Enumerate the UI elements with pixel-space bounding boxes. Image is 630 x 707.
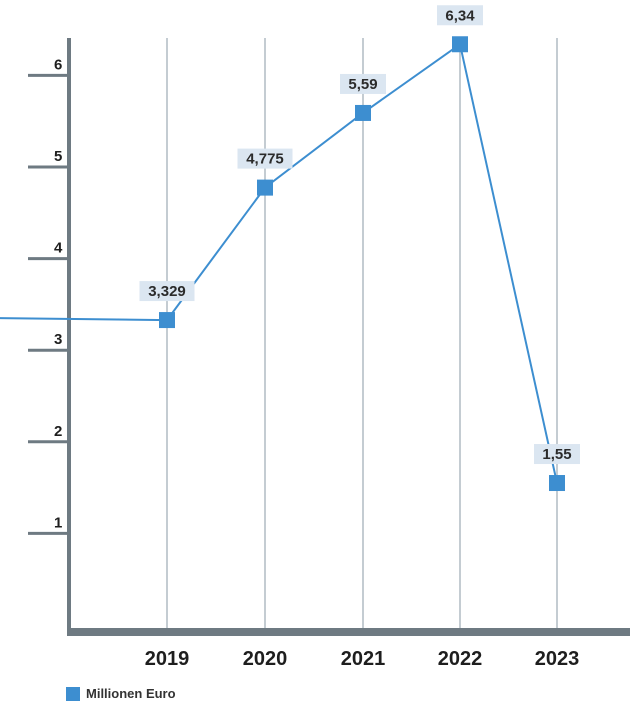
y-axis: 1 2 3 4 5 6 xyxy=(28,38,71,634)
data-label-text: 3,329 xyxy=(148,283,186,300)
data-label-2022: 6,34 xyxy=(437,5,483,26)
y-tick-label-2: 2 xyxy=(54,423,62,440)
legend-swatch xyxy=(66,686,80,701)
x-tick-label-2023: 2023 xyxy=(535,648,580,670)
data-label-2020: 4,775 xyxy=(237,148,293,169)
data-point-2019 xyxy=(159,312,175,329)
x-tick-label-2019: 2019 xyxy=(145,648,190,670)
y-tick-label-6: 6 xyxy=(54,56,62,73)
x-axis: 2019 2020 2021 2022 2023 xyxy=(67,628,630,670)
legend-label: Millionen Euro xyxy=(86,686,176,701)
data-label-text: 1,55 xyxy=(542,446,571,463)
data-label-bg xyxy=(534,444,580,465)
y-tick-label-3: 3 xyxy=(54,331,62,348)
data-labels: 3,329 4,775 5,59 6,34 1,55 xyxy=(139,5,580,465)
data-label-2023: 1,55 xyxy=(534,444,580,465)
data-label-text: 4,775 xyxy=(246,151,284,168)
legend: Millionen Euro xyxy=(66,686,176,701)
x-tick-label-2020: 2020 xyxy=(243,648,288,670)
y-tick-label-5: 5 xyxy=(54,148,62,165)
data-label-bg xyxy=(437,5,483,26)
x-tick-label-2021: 2021 xyxy=(341,648,386,670)
data-label-2021: 5,59 xyxy=(340,73,386,94)
data-point-2021 xyxy=(355,104,371,121)
y-tick-label-1: 1 xyxy=(54,514,62,531)
data-label-2019: 3,329 xyxy=(139,281,195,302)
data-point-2020 xyxy=(257,179,273,196)
data-point-2023 xyxy=(549,475,565,492)
data-label-bg xyxy=(139,281,195,302)
data-point-2022 xyxy=(452,36,468,53)
y-tick-label-4: 4 xyxy=(54,240,63,257)
data-label-text: 6,34 xyxy=(445,7,475,24)
x-axis-line xyxy=(67,628,630,636)
data-label-bg xyxy=(340,73,386,94)
x-tick-label-2022: 2022 xyxy=(438,648,483,670)
data-label-text: 5,59 xyxy=(348,76,377,93)
series-millionen-euro xyxy=(0,36,565,492)
data-label-bg xyxy=(237,148,293,169)
grid-lines xyxy=(166,38,558,628)
series-line xyxy=(0,42,558,484)
